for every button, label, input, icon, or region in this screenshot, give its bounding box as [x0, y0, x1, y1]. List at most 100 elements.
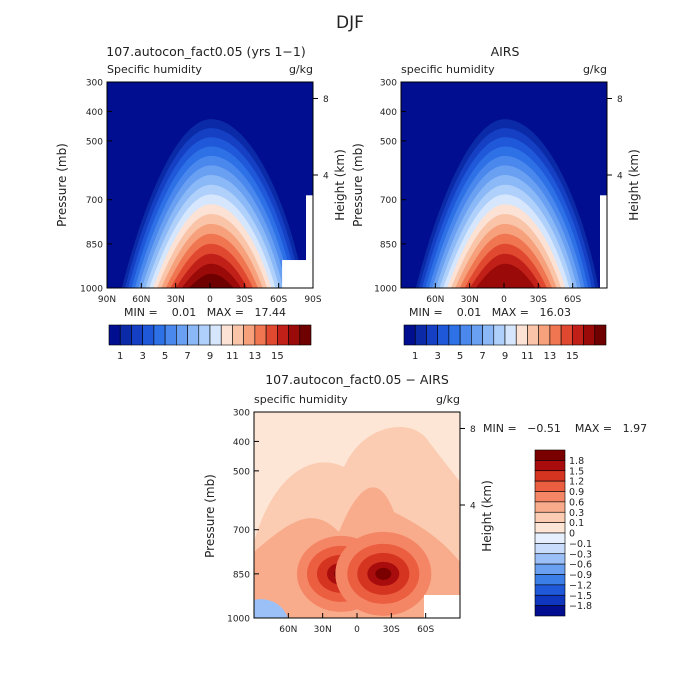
y-axis-ticks: 300 400 500 700 850 1000 — [80, 79, 112, 295]
x-tick-label: 0 — [501, 295, 507, 305]
colorbar-swatch — [243, 324, 256, 346]
colorbar-swatch — [549, 324, 562, 346]
colorbar: 1.81.51.20.90.60.30.10−0.1−0.3−0.6−0.9−1… — [534, 449, 592, 617]
x-tick-label: 30S — [530, 295, 547, 305]
y-tick-label: 300 — [380, 79, 397, 89]
colorbar-swatch — [534, 563, 566, 575]
panel-airs: AIRS specific humidity g/kg 300 400 500 700… — [351, 44, 641, 362]
colorbar-swatch — [209, 324, 222, 346]
x-axis-ticks: 90N 60N 30N 0 30S 60S 90S — [98, 283, 322, 305]
colorbar-swatch — [176, 324, 188, 346]
y-tick-label: 1000 — [374, 285, 397, 295]
y-tick-label: 850 — [380, 240, 397, 250]
colorbar-label: 13 — [249, 351, 262, 362]
colorbar-swatch — [534, 532, 566, 544]
colorbar-label: 5 — [457, 351, 463, 362]
missing-data-region — [424, 595, 460, 618]
y-tick-label: 1000 — [227, 615, 250, 625]
colorbar-label: 0.9 — [569, 487, 584, 498]
x-tick-label: 0 — [207, 295, 213, 305]
z-tick-label: 4 — [617, 171, 623, 181]
min-max-stats: MIN = 0.01 MAX = 16.03 — [409, 306, 571, 319]
colorbar-swatch — [534, 460, 566, 472]
y-tick-label: 400 — [86, 108, 103, 118]
contour-field — [254, 412, 460, 618]
colorbar-swatch — [534, 522, 566, 534]
colorbar-swatch — [471, 324, 483, 346]
colorbar-label: 5 — [162, 351, 168, 362]
z-axis-ticks: 84 — [460, 425, 476, 511]
y-tick-label: 700 — [380, 196, 397, 206]
z-tick-label: 8 — [470, 425, 476, 435]
colorbar-label: 9 — [502, 351, 508, 362]
panel-difference: 107.autocon_fact0.05 − AIRS specific hum… — [203, 372, 647, 635]
colorbar-swatch — [164, 324, 177, 346]
colorbar-swatch — [534, 594, 566, 606]
colorbar-swatch — [534, 553, 566, 565]
colorbar-swatch — [493, 324, 506, 346]
colorbar-label: 7 — [479, 351, 485, 362]
x-tick-label: 30N — [167, 295, 185, 305]
y-tick-label: 1000 — [80, 285, 103, 295]
colorbar-swatch — [482, 324, 495, 346]
colorbar-swatch — [187, 324, 200, 346]
colorbar-label: −1.2 — [569, 580, 592, 591]
colorbar-swatch — [534, 491, 566, 503]
x-tick-label: 90N — [98, 295, 116, 305]
x-axis-ticks: 60N 30N 0 30S 60S — [426, 283, 582, 305]
contour-level-16 — [475, 263, 536, 288]
colorbar-swatch — [108, 324, 121, 346]
x-tick-label: 30N — [461, 295, 479, 305]
panel-title: AIRS — [491, 44, 520, 59]
colorbar-label: 3 — [139, 351, 145, 362]
min-max-stats: MIN = −0.51 MAX = 1.97 — [483, 422, 647, 435]
colorbar-swatch — [220, 324, 233, 346]
colorbar-label: 1 — [117, 351, 123, 362]
colorbar-swatch — [459, 324, 472, 346]
panel-units-label: g/kg — [583, 63, 607, 76]
x-tick-label: 60S — [417, 625, 434, 635]
y2-axis-label: Height (km) — [480, 480, 494, 551]
colorbar-swatch — [265, 324, 278, 346]
contour-field — [107, 82, 313, 288]
colorbar-label: 15 — [271, 351, 284, 362]
colorbar-label: −1.5 — [569, 591, 592, 602]
colorbar-label: 11 — [226, 351, 239, 362]
x-tick-label: 60N — [279, 625, 297, 635]
figure-title: DJF — [336, 13, 364, 33]
y-tick-label: 700 — [233, 526, 250, 536]
x-tick-label: 0 — [354, 625, 360, 635]
colorbar-label: 13 — [544, 351, 557, 362]
x-tick-label: 60N — [426, 295, 444, 305]
panel-model: 107.autocon_fact0.05 (yrs 1−1) Specific … — [55, 44, 347, 362]
colorbar-swatch — [527, 324, 539, 346]
contour-field — [401, 82, 607, 288]
colorbar-swatch — [426, 324, 438, 346]
colorbar-swatch — [288, 324, 301, 346]
colorbar-swatch — [515, 324, 528, 346]
colorbar-swatch — [277, 324, 289, 346]
colorbar-swatch — [534, 470, 566, 482]
colorbar-swatch — [299, 324, 312, 346]
y-tick-label: 400 — [380, 108, 397, 118]
min-max-stats: MIN = 0.01 MAX = 17.44 — [124, 306, 286, 319]
colorbar-swatch — [534, 449, 566, 461]
colorbar: 1 3 5 7 9 11 13 15 — [403, 324, 607, 362]
y-tick-label: 500 — [233, 467, 250, 477]
z-tick-label: 4 — [323, 171, 329, 181]
colorbar-swatch — [403, 324, 416, 346]
contour-level-17 — [188, 273, 234, 288]
colorbar-label: −1.8 — [569, 601, 592, 612]
y2-axis-label: Height (km) — [627, 149, 641, 220]
panel-title: 107.autocon_fact0.05 (yrs 1−1) — [106, 44, 305, 59]
missing-data-strip — [600, 195, 607, 288]
colorbar-swatch — [534, 584, 566, 596]
colorbar-swatch — [594, 324, 607, 346]
colorbar-label: 7 — [184, 351, 190, 362]
y-tick-label: 300 — [233, 409, 250, 419]
missing-data-strip — [306, 195, 313, 288]
z-tick-label: 4 — [470, 501, 476, 511]
x-tick-label: 30N — [314, 625, 332, 635]
colorbar-swatch — [448, 324, 461, 346]
colorbar-swatch — [534, 501, 566, 513]
